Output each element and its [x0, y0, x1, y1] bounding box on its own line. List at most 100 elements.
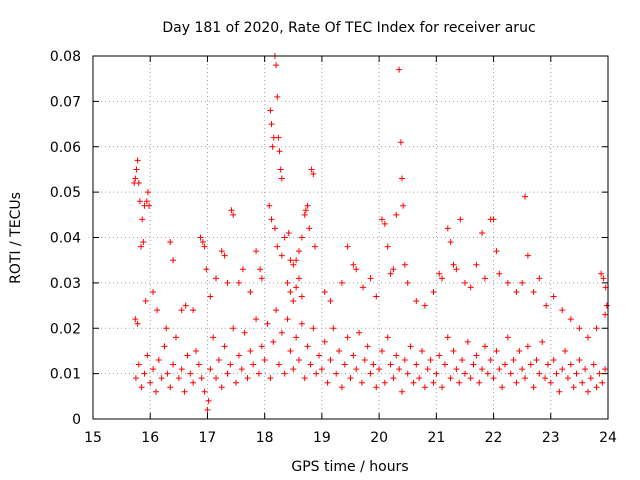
data-point [487, 357, 494, 364]
data-point [499, 384, 506, 391]
data-point [456, 379, 463, 386]
data-point [199, 239, 206, 246]
data-point [224, 370, 231, 377]
data-point [453, 366, 460, 373]
data-point [413, 361, 420, 368]
data-point [598, 270, 605, 277]
data-point [301, 211, 308, 218]
data-point [207, 293, 214, 300]
data-point [274, 93, 281, 100]
data-point [396, 366, 403, 373]
data-point [164, 370, 171, 377]
data-point [370, 361, 377, 368]
data-point [513, 288, 520, 295]
data-point [444, 225, 451, 232]
data-point [150, 288, 157, 295]
data-point [140, 239, 147, 246]
data-point [436, 270, 443, 277]
y-tick-label: 0.05 [50, 185, 81, 201]
data-point [327, 357, 334, 364]
data-point [255, 370, 262, 377]
data-point [207, 366, 214, 373]
data-point [230, 211, 237, 218]
data-point [553, 370, 560, 377]
data-point [284, 316, 291, 323]
data-point [134, 320, 141, 327]
x-tick-label: 22 [485, 430, 503, 446]
data-point [464, 338, 471, 345]
data-point [356, 329, 363, 336]
data-point [401, 357, 408, 364]
data-point [358, 379, 365, 386]
data-point [338, 384, 345, 391]
data-point [510, 357, 517, 364]
data-point [241, 329, 248, 336]
data-point [261, 357, 268, 364]
data-point [387, 270, 394, 277]
data-point [324, 379, 331, 386]
data-point [142, 298, 149, 305]
data-point [302, 207, 309, 214]
data-point [132, 175, 139, 182]
data-point [268, 121, 275, 128]
data-point [273, 307, 280, 314]
data-point [170, 361, 177, 368]
data-point [376, 366, 383, 373]
data-point [267, 107, 274, 114]
data-point [287, 257, 294, 264]
data-point [201, 388, 208, 395]
axes-layer: 15 16 17 18 19 20 21 22 23 24 0 0.01 0.02 0.03 0.04 0.0… [50, 49, 617, 446]
data-point [147, 379, 154, 386]
data-point [233, 379, 240, 386]
data-point [410, 379, 417, 386]
data-point [407, 343, 414, 350]
data-point [293, 334, 300, 341]
data-point [321, 338, 328, 345]
y-tick-label: 0.03 [50, 276, 81, 292]
data-point [143, 198, 150, 205]
data-point [467, 284, 474, 291]
data-point [564, 375, 571, 382]
data-point [138, 243, 145, 250]
data-point [270, 338, 277, 345]
data-point [146, 202, 153, 209]
data-point [293, 284, 300, 291]
data-point [205, 397, 212, 404]
data-point [318, 366, 325, 373]
data-point [138, 384, 145, 391]
data-point [155, 357, 162, 364]
y-tick-label: 0.02 [50, 321, 81, 337]
data-point [539, 338, 546, 345]
data-point [543, 302, 550, 309]
data-point [479, 229, 486, 236]
y-axis-label: ROTI / TECUs [8, 192, 24, 284]
data-point [378, 216, 385, 223]
data-point [132, 316, 139, 323]
data-point [268, 216, 275, 223]
data-point [213, 375, 220, 382]
data-point [490, 375, 497, 382]
data-point [387, 361, 394, 368]
data-point [135, 180, 142, 187]
data-point [519, 366, 526, 373]
data-point [304, 343, 311, 350]
data-point [367, 370, 374, 377]
data-point [298, 293, 305, 300]
data-point [461, 279, 468, 286]
data-point [161, 343, 168, 350]
data-point [584, 388, 591, 395]
x-tick-label: 19 [313, 430, 331, 446]
data-point [404, 279, 411, 286]
data-point [573, 370, 580, 377]
data-point [457, 216, 464, 223]
data-point [430, 379, 437, 386]
data-point [247, 347, 254, 354]
points-layer [131, 53, 610, 413]
data-point [274, 243, 281, 250]
data-point [253, 248, 260, 255]
data-point [338, 279, 345, 286]
data-point [287, 347, 294, 354]
data-point [441, 361, 448, 368]
data-point [266, 202, 273, 209]
x-tick-label: 21 [427, 430, 445, 446]
